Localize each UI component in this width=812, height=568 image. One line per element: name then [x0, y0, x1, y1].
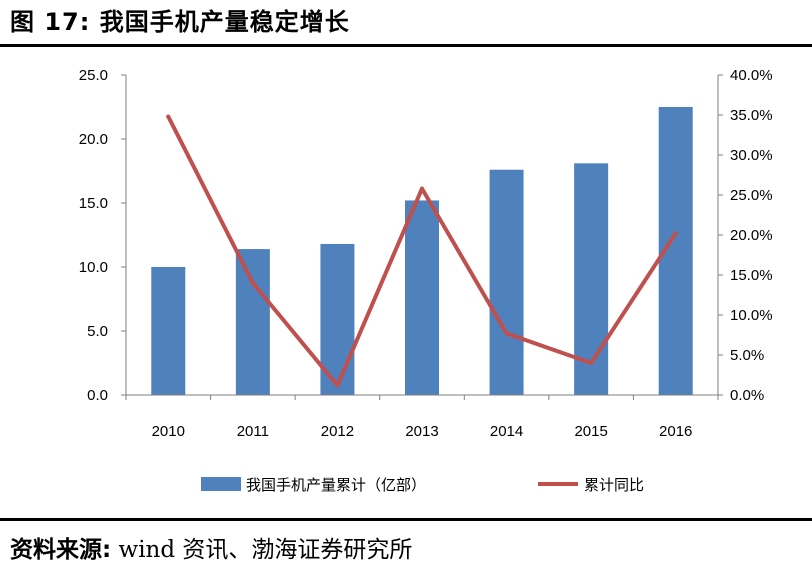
- left-tick-label: 20.0: [79, 131, 108, 148]
- left-tick-label: 25.0: [79, 67, 108, 84]
- right-tick-label: 40.0%: [730, 67, 773, 84]
- right-tick-label: 30.0%: [730, 147, 773, 164]
- legend-label-bar: 我国手机产量累计（亿部）: [246, 476, 426, 494]
- axes: 0.0 5.0 10.0 15.0 20.0 25.0 0.0% 5.0% 10.0% 15.0%…: [79, 67, 773, 440]
- source-text: wind 资讯、渤海证券研究所: [111, 537, 413, 563]
- right-tick-label: 25.0%: [730, 187, 773, 204]
- right-tick-label: 0.0%: [730, 387, 764, 404]
- x-tick-label: 2016: [659, 423, 692, 440]
- left-tick-label: 15.0: [79, 195, 108, 212]
- yoy-point-2015: [589, 361, 594, 365]
- left-tick-label: 0.0: [87, 387, 108, 404]
- right-tick-label: 15.0%: [730, 267, 773, 284]
- right-tick-label: 10.0%: [730, 307, 773, 324]
- source-note: 资料来源: wind 资讯、渤海证券研究所: [10, 530, 412, 564]
- bar-2013: [405, 200, 439, 395]
- x-tick-label: 2013: [405, 423, 438, 440]
- line-series: [166, 114, 678, 388]
- yoy-point-2014: [504, 331, 509, 336]
- x-tick-label: 2015: [574, 423, 607, 440]
- figure-title: 图 17: 我国手机产量稳定增长: [10, 8, 350, 36]
- legend: 我国手机产量累计（亿部） 累计同比: [201, 476, 644, 494]
- bar-2014: [489, 169, 524, 395]
- yoy-point-2012: [335, 383, 340, 388]
- bar-2011: [235, 249, 270, 395]
- chart: 0.0 5.0 10.0 15.0 20.0 25.0 0.0% 5.0% 10.0% 15.0%…: [79, 67, 773, 494]
- legend-swatch-bar: [201, 477, 241, 491]
- left-tick-label: 10.0: [79, 259, 108, 276]
- source-label: 资料来源:: [10, 537, 112, 563]
- right-tick-label: 5.0%: [730, 347, 764, 364]
- x-tick-label: 2014: [490, 423, 523, 440]
- left-tick-label: 5.0: [87, 323, 108, 340]
- bar-series: [151, 107, 693, 395]
- bar-2010: [151, 267, 186, 395]
- x-tick-label: 2011: [237, 423, 269, 440]
- source-rule: [0, 518, 812, 521]
- x-tick-label: 2010: [152, 423, 185, 440]
- x-tick-label: 2012: [321, 423, 354, 440]
- legend-label-line: 累计同比: [584, 476, 644, 494]
- yoy-point-2011: [250, 281, 255, 285]
- right-tick-label: 35.0%: [730, 107, 773, 124]
- right-tick-label: 20.0%: [730, 227, 773, 244]
- yoy-point-2013: [420, 186, 424, 191]
- bar-2015: [574, 163, 609, 395]
- title-rule: [0, 44, 812, 47]
- yoy-point-2016: [673, 231, 678, 236]
- yoy-point-2010: [166, 114, 171, 119]
